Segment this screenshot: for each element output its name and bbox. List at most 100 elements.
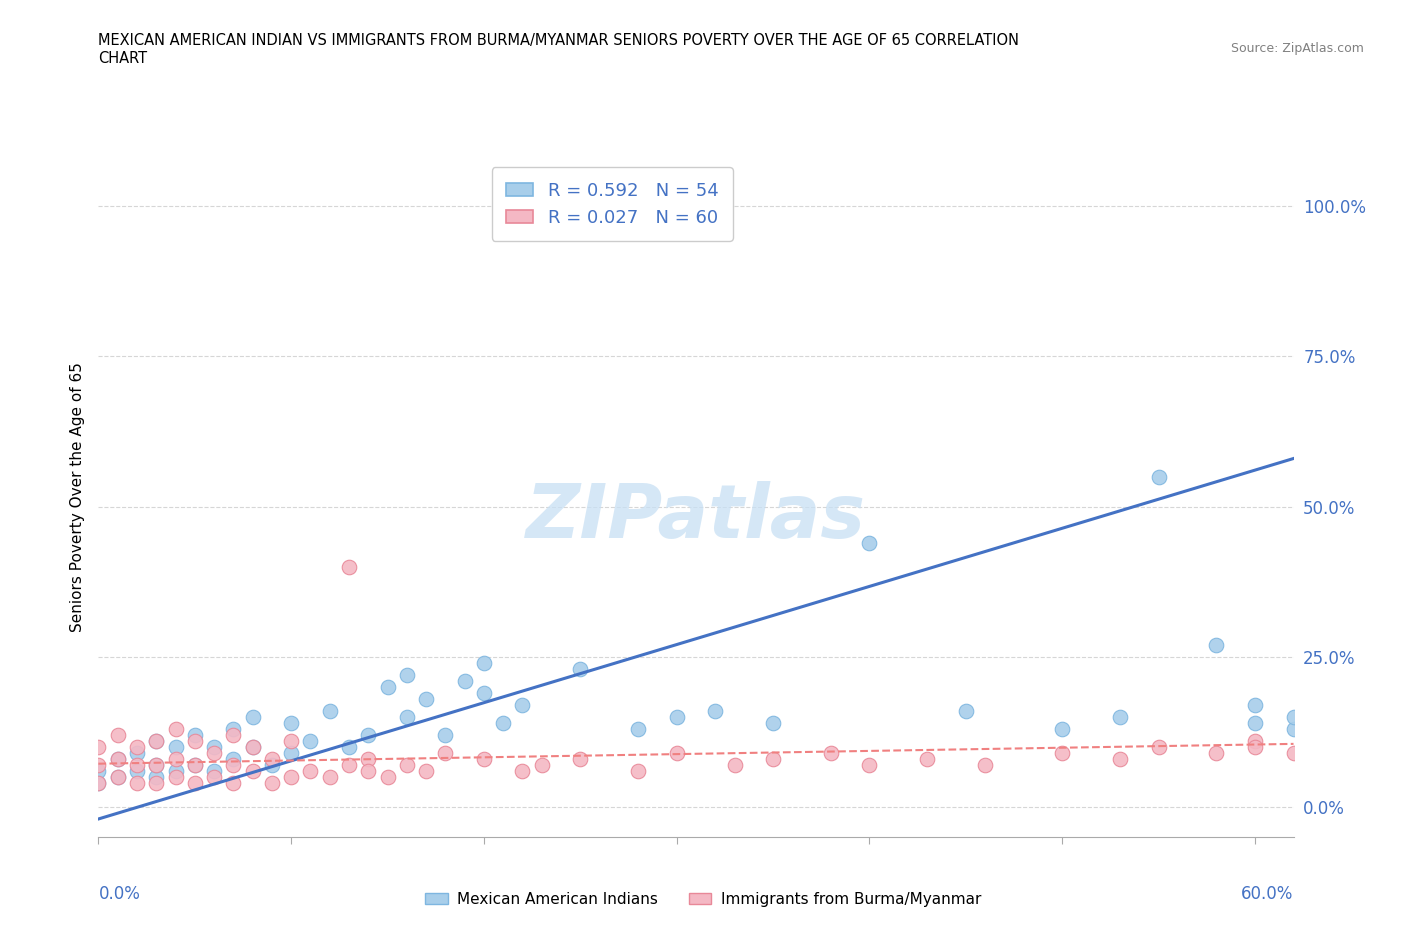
Point [87,757,110,772]
Point [723,757,745,772]
Point [1244,739,1267,754]
Point [512,764,534,778]
Point [434,727,457,742]
Point [955,703,977,718]
Point [125,739,148,754]
Point [87,776,110,790]
Point [974,757,997,772]
Point [87,764,110,778]
Point [145,734,167,749]
Point [319,703,342,718]
Text: ZIPatlas: ZIPatlas [526,482,866,554]
Point [222,757,245,772]
Point [280,746,302,761]
Point [415,691,437,706]
Text: MEXICAN AMERICAN INDIAN VS IMMIGRANTS FROM BURMA/MYANMAR SENIORS POVERTY OVER TH: MEXICAN AMERICAN INDIAN VS IMMIGRANTS FR… [98,33,1019,47]
Point [165,739,187,754]
Point [242,710,264,724]
Point [165,722,187,737]
Text: 60.0%: 60.0% [1241,884,1294,902]
Point [260,751,283,766]
Point [145,776,167,790]
Point [415,764,437,778]
Point [569,751,592,766]
Point [395,668,418,683]
Point [242,739,264,754]
Point [184,776,207,790]
Point [107,769,129,784]
Point [260,776,283,790]
Point [202,769,225,784]
Point [377,769,399,784]
Point [627,722,650,737]
Point [280,734,302,749]
Point [357,764,380,778]
Point [107,727,129,742]
Point [87,739,110,754]
Point [222,727,245,742]
Point [242,764,264,778]
Point [1109,751,1132,766]
Point [260,757,283,772]
Point [107,769,129,784]
Point [280,715,302,730]
Point [1340,727,1362,742]
Point [917,751,939,766]
Point [472,685,495,700]
Point [1282,746,1305,761]
Point [145,757,167,772]
Point [1147,739,1170,754]
Point [395,710,418,724]
Point [1109,710,1132,724]
Point [453,673,475,688]
Point [184,727,207,742]
Point [357,727,380,742]
Point [762,715,785,730]
Point [299,764,322,778]
Legend: R = 0.592   N = 54, R = 0.027   N = 60: R = 0.592 N = 54, R = 0.027 N = 60 [492,167,733,241]
Point [530,757,553,772]
Point [1282,722,1305,737]
Text: 0.0%: 0.0% [98,884,141,902]
Point [704,703,727,718]
Point [337,739,360,754]
Point [762,751,785,766]
Point [1302,734,1324,749]
Point [184,757,207,772]
Text: Source: ZipAtlas.com: Source: ZipAtlas.com [1230,42,1364,55]
Point [125,764,148,778]
Point [1244,734,1267,749]
Point [1320,722,1343,737]
Point [125,746,148,761]
Point [125,776,148,790]
Point [319,769,342,784]
Point [512,698,534,712]
Point [202,739,225,754]
Point [145,734,167,749]
Point [569,661,592,676]
Point [1050,746,1073,761]
Point [222,776,245,790]
Point [395,757,418,772]
Point [222,722,245,737]
Point [1282,710,1305,724]
Point [125,757,148,772]
Point [280,769,302,784]
Point [165,751,187,766]
Point [627,764,650,778]
Point [1147,469,1170,484]
Legend: Mexican American Indians, Immigrants from Burma/Myanmar: Mexican American Indians, Immigrants fro… [419,886,987,913]
Point [202,764,225,778]
Point [202,746,225,761]
Point [165,764,187,778]
Point [357,751,380,766]
Point [665,710,688,724]
Point [184,757,207,772]
Point [820,746,842,761]
Point [242,739,264,754]
Point [87,776,110,790]
Point [665,746,688,761]
Point [1244,715,1267,730]
Point [858,535,880,550]
Point [145,769,167,784]
